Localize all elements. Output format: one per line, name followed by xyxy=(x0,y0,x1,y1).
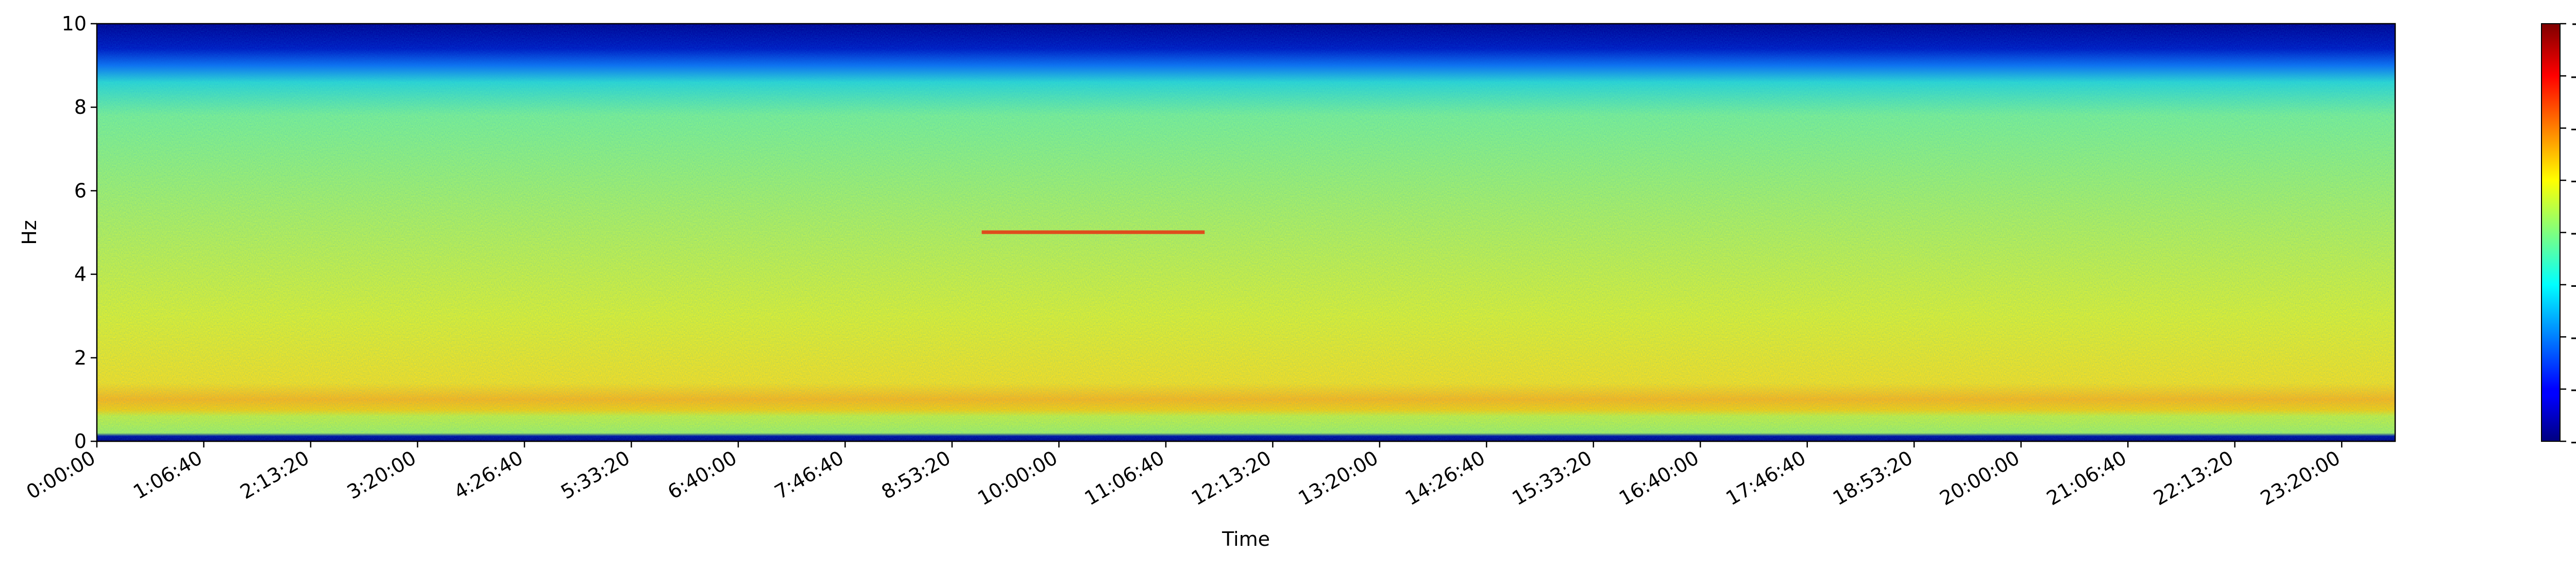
x-tick-label: 16:40:00 xyxy=(1615,446,1703,510)
x-tick-label: 2:13:20 xyxy=(236,446,313,504)
colorbar-tick-label: -50 dB xyxy=(2570,273,2576,296)
y-tick-label: 0 xyxy=(74,430,87,453)
x-tick-label: 20:00:00 xyxy=(1936,446,2023,510)
colorbar-tick-label: -60 dB xyxy=(2570,325,2576,348)
x-tick-label: 12:13:20 xyxy=(1188,446,1275,510)
colorbar-tick-label: -10 dB xyxy=(2570,64,2576,87)
y-tick-label: 2 xyxy=(74,347,87,369)
x-tick-label: 14:26:40 xyxy=(1401,446,1489,510)
x-tick-label: 3:20:00 xyxy=(343,446,420,504)
x-tick-label: 5:33:20 xyxy=(557,446,634,504)
colorbar-tick-label: -30 dB xyxy=(2570,169,2576,192)
x-tick-label: 0:00:00 xyxy=(23,446,99,504)
x-axis-label: Time xyxy=(1222,528,1270,550)
x-tick-label: 18:53:20 xyxy=(1829,446,1917,510)
plot-area xyxy=(96,23,2396,442)
x-tick-label: 13:20:00 xyxy=(1295,446,1382,510)
x-tick-label: 11:06:40 xyxy=(1081,446,1168,510)
colorbar-tick-label: +0 dB xyxy=(2570,12,2576,35)
colorbar xyxy=(2541,23,2561,442)
colorbar-tick-label: -70 dB xyxy=(2570,378,2576,401)
x-tick-label: 4:26:40 xyxy=(450,446,527,504)
colorbar-tick-label: -40 dB xyxy=(2570,221,2576,244)
y-tick-label: 10 xyxy=(62,12,87,35)
y-tick-label: 4 xyxy=(74,263,87,286)
x-tick-label: 22:13:20 xyxy=(2149,446,2237,510)
x-tick-label: 17:46:40 xyxy=(1722,446,1810,510)
x-tick-label: 7:46:40 xyxy=(771,446,848,504)
x-tick-label: 8:53:20 xyxy=(878,446,955,504)
x-tick-label: 21:06:40 xyxy=(2043,446,2130,510)
x-tick-label: 23:20:00 xyxy=(2257,446,2344,510)
spectrogram-feature xyxy=(981,230,1205,234)
colorbar-tick-label: -20 dB xyxy=(2570,117,2576,140)
spectrogram-texture xyxy=(97,24,2395,441)
plot-frame xyxy=(96,23,2396,442)
x-tick-label: 15:33:20 xyxy=(1509,446,1596,510)
x-tick-label: 10:00:00 xyxy=(974,446,1061,510)
colorbar-tick-label: -80 dB xyxy=(2570,430,2576,453)
x-tick-label: 6:40:00 xyxy=(664,446,741,504)
y-tick-label: 8 xyxy=(74,96,87,118)
x-tick-label: 1:06:40 xyxy=(129,446,206,504)
y-axis-label: Hz xyxy=(18,220,41,245)
y-tick-label: 6 xyxy=(74,179,87,202)
